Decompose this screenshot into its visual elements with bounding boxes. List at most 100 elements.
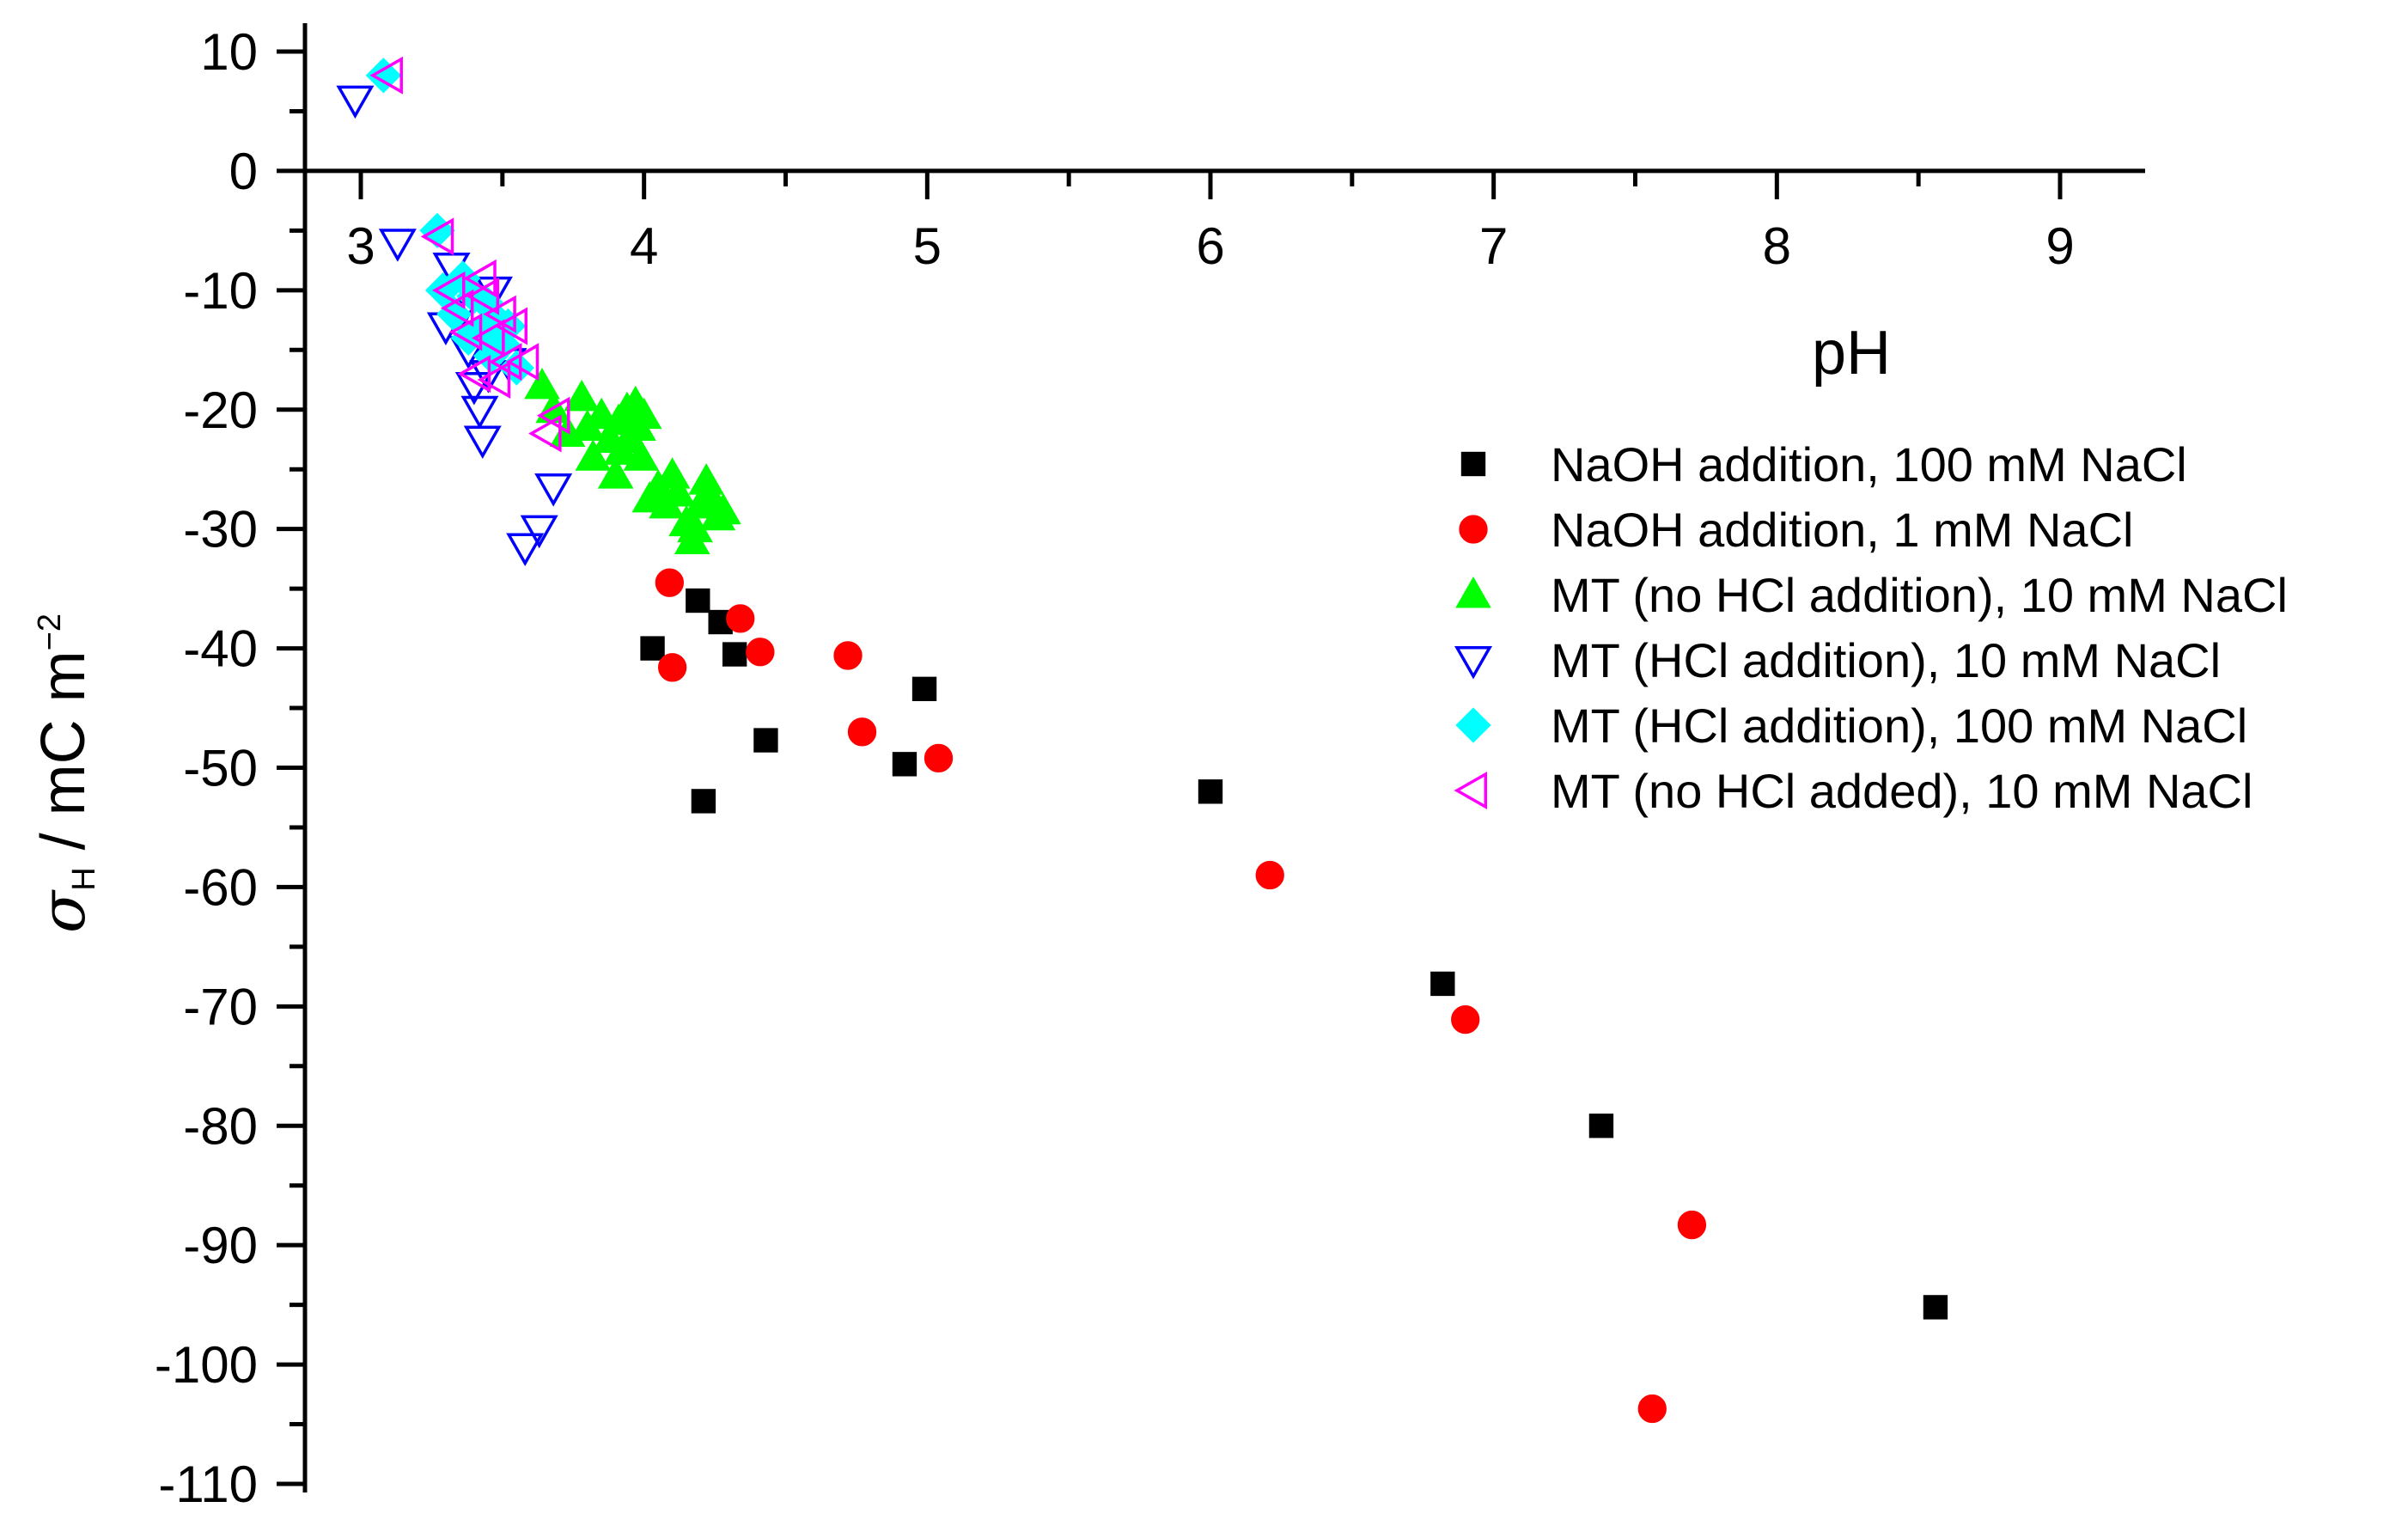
x-tick-label: 5 — [913, 217, 942, 275]
data-point — [488, 343, 522, 381]
x-tick-label: 9 — [2045, 217, 2074, 275]
legend-marker — [1455, 707, 1491, 743]
data-point — [477, 361, 511, 400]
data-point — [1677, 1210, 1707, 1240]
y-tick-label: -80 — [183, 1097, 258, 1155]
data-point — [660, 475, 697, 507]
data-point — [705, 492, 741, 525]
legend-label: MT (no HCl added), 10 mM NaCl — [1551, 764, 2253, 818]
y-tick-label: -10 — [183, 262, 258, 320]
y-tick-label: 10 — [200, 23, 258, 81]
data-point — [528, 414, 562, 453]
x-axis-title: pH — [1812, 319, 1891, 388]
data-point — [483, 295, 516, 333]
data-point — [564, 379, 600, 412]
data-point — [520, 515, 558, 549]
y-axis-title-symbol: σ — [27, 889, 99, 933]
series-6 — [369, 56, 570, 453]
data-point — [472, 319, 505, 357]
y-axis: 10 0 -10 -20 -30 -40 -50 -60 -70 -80 -90 -100 -110 — [155, 23, 308, 1513]
data-point — [420, 217, 454, 256]
legend-label: MT (HCl addition), 10 mM NaCl — [1551, 633, 2221, 687]
legend-marker — [1460, 451, 1486, 477]
data-point — [1430, 971, 1455, 997]
data-point — [722, 642, 747, 667]
x-tick-label: 8 — [1763, 217, 1791, 275]
data-point — [575, 439, 612, 471]
data-point — [463, 259, 497, 297]
data-point — [466, 277, 500, 315]
data-point — [753, 728, 778, 753]
y-tick-label: -110 — [158, 1456, 258, 1513]
data-point — [463, 425, 502, 460]
series-1 — [640, 588, 1948, 1320]
y-tick-label: 0 — [229, 143, 258, 200]
legend-marker — [1454, 646, 1493, 680]
y-tick-label: -100 — [155, 1336, 258, 1394]
data-points — [336, 56, 1948, 1424]
data-point — [726, 604, 755, 633]
x-tick-label: 4 — [630, 217, 658, 275]
legend-item: MT (HCl addition), 10 mM NaCl — [1454, 633, 2221, 687]
data-point — [448, 313, 483, 351]
x-tick-label: 7 — [1479, 217, 1508, 275]
x-ticks: 3 4 5 6 7 8 9 — [346, 170, 2075, 275]
legend-label: MT (no HCl addition), 10 mM NaCl — [1551, 568, 2288, 622]
x-tick-label: 6 — [1196, 217, 1224, 275]
legend-item: NaOH addition, 100 mM NaCl — [1460, 437, 2187, 491]
data-point — [833, 641, 863, 670]
data-point — [494, 307, 528, 345]
series-3 — [524, 368, 741, 555]
data-point — [536, 396, 570, 435]
data-point — [1451, 1004, 1480, 1035]
data-point — [686, 588, 710, 613]
legend-label: NaOH addition, 1 mM NaCl — [1551, 503, 2133, 557]
y-tick-label: -40 — [183, 620, 258, 678]
data-point — [1588, 1114, 1614, 1138]
data-point — [1637, 1394, 1667, 1424]
series-2 — [655, 568, 1707, 1424]
data-point — [688, 463, 725, 495]
data-point — [623, 439, 660, 471]
legend-marker — [1455, 577, 1491, 608]
data-point — [365, 58, 402, 94]
y-axis-title-exponent: −2 — [32, 613, 68, 650]
data-point — [1923, 1295, 1948, 1320]
legend-label: NaOH addition, 100 mM NaCl — [1551, 437, 2187, 491]
x-tick-label: 3 — [346, 217, 375, 275]
data-point — [746, 638, 775, 667]
legend-item: MT (HCl addition), 100 mM NaCl — [1455, 699, 2247, 753]
data-point — [691, 789, 716, 814]
legend-marker — [1459, 515, 1488, 544]
y-axis-title: σH / mC m−2 — [27, 613, 102, 933]
y-axis-title-subscript: H — [66, 867, 102, 890]
legend: NaOH addition, 100 mM NaCl NaOH addition,… — [1454, 437, 2288, 818]
x-axis: 3 4 5 6 7 8 9 pH — [305, 168, 2145, 388]
data-point — [431, 271, 466, 309]
legend-item: NaOH addition, 1 mM NaCl — [1459, 503, 2133, 557]
data-point — [505, 343, 540, 381]
y-tick-label: -50 — [183, 740, 258, 797]
data-point — [655, 568, 684, 597]
data-point — [336, 85, 375, 119]
data-point — [1198, 779, 1223, 804]
data-point — [506, 533, 545, 567]
data-point — [847, 717, 877, 747]
y-tick-label: -90 — [183, 1217, 258, 1274]
data-point — [460, 395, 499, 430]
data-point — [369, 56, 403, 95]
y-tick-label: -30 — [183, 501, 258, 558]
data-point — [625, 397, 662, 430]
data-point — [911, 676, 937, 701]
legend-item: MT (no HCl added), 10 mM NaCl — [1454, 764, 2253, 818]
y-ticks: 10 0 -10 -20 -30 -40 -50 -60 -70 -80 -90 -100 -110 — [155, 23, 305, 1513]
data-point — [892, 752, 917, 777]
y-tick-label: -20 — [183, 381, 258, 439]
data-point — [657, 653, 687, 682]
data-point — [524, 368, 560, 400]
data-point — [440, 289, 474, 327]
data-point — [640, 636, 665, 661]
data-point — [378, 229, 417, 262]
legend-item: MT (no HCl addition), 10 mM NaCl — [1455, 568, 2288, 622]
